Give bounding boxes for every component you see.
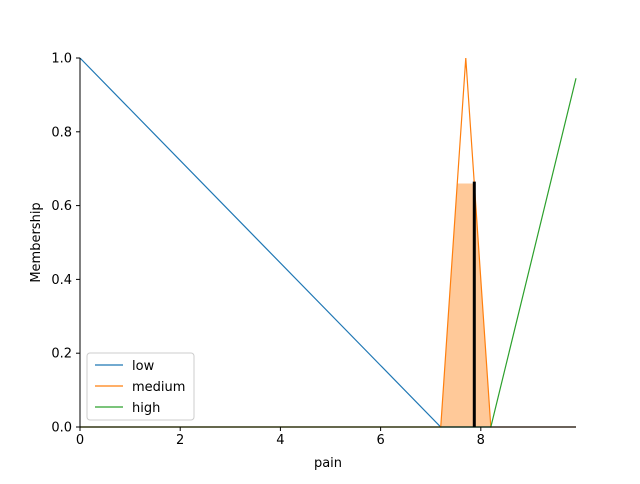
- activation-fill-area: [440, 183, 491, 427]
- y-tick-label: 1.0: [51, 52, 72, 67]
- x-axis-label: pain: [314, 456, 342, 471]
- legend-label-low: low: [132, 359, 155, 374]
- y-tick-label: 0.4: [51, 273, 72, 288]
- legend-label-medium: medium: [132, 380, 185, 395]
- x-tick-label: 8: [477, 433, 485, 448]
- x-tick-label: 6: [376, 433, 384, 448]
- y-tick-label: 0.8: [51, 125, 72, 140]
- x-tick-label: 0: [76, 433, 84, 448]
- x-tick-label: 2: [176, 433, 184, 448]
- legend: low medium high: [86, 352, 195, 421]
- y-axis-label: Membership: [29, 202, 44, 282]
- x-tick-label: 4: [276, 433, 284, 448]
- legend-box: [86, 352, 195, 421]
- legend-label-high: high: [132, 401, 160, 416]
- y-tick-label: 0.6: [51, 199, 72, 214]
- y-tick-label: 0.0: [51, 421, 72, 436]
- y-tick-label: 0.2: [51, 347, 72, 362]
